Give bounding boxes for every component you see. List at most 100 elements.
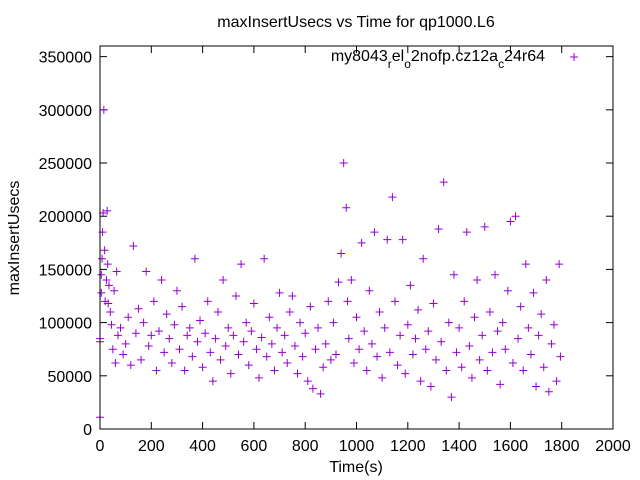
data-point <box>426 382 435 391</box>
data-point <box>396 331 405 340</box>
data-point <box>213 307 222 316</box>
x-tick-label: 1000 <box>339 438 375 455</box>
data-point <box>542 276 551 285</box>
data-point <box>324 297 333 306</box>
data-point <box>378 373 387 382</box>
data-point <box>180 366 189 375</box>
data-point <box>321 339 330 348</box>
data-point <box>403 320 412 329</box>
data-point <box>285 307 294 316</box>
data-point <box>234 350 243 359</box>
data-point <box>107 320 116 329</box>
data-point <box>375 307 384 316</box>
data-point <box>478 331 487 340</box>
data-point <box>447 393 456 402</box>
legend-label: my8043relo2nofp.cz12ac24r64 <box>331 48 545 71</box>
y-tick-label: 50000 <box>48 369 93 386</box>
data-point <box>360 327 369 336</box>
data-point <box>126 361 135 370</box>
data-point <box>326 355 335 364</box>
ticks-layer: 0 50000 100000 150000 200000 250000 300000 3500… <box>39 46 631 455</box>
data-point <box>275 288 284 297</box>
data-point <box>106 307 115 316</box>
data-point <box>190 254 199 263</box>
data-point <box>147 331 156 340</box>
data-point <box>429 299 438 308</box>
data-point <box>301 329 310 338</box>
data-point <box>298 352 307 361</box>
legend: my8043relo2nofp.cz12ac24r64 <box>331 48 578 71</box>
x-tick-label: 2000 <box>595 438 631 455</box>
data-point <box>178 302 187 311</box>
x-tick-label: 1200 <box>390 438 426 455</box>
data-point <box>357 238 366 247</box>
data-point <box>219 276 228 285</box>
data-point <box>129 242 138 251</box>
data-point <box>362 366 371 375</box>
data-point <box>142 267 151 276</box>
data-point <box>104 299 113 308</box>
data-point <box>532 382 541 391</box>
data-point <box>157 276 166 285</box>
legend-text-part: el <box>392 48 404 65</box>
legend-marker-plus <box>570 53 578 61</box>
data-point <box>550 320 559 329</box>
data-point <box>406 281 415 290</box>
data-point <box>314 323 323 332</box>
data-point <box>311 345 320 354</box>
data-point <box>167 359 176 368</box>
x-tick-label: 1800 <box>544 438 580 455</box>
data-point <box>244 361 253 370</box>
data-point <box>296 318 305 327</box>
data-point <box>278 348 287 357</box>
data-point <box>442 366 451 375</box>
y-tick-label: 300000 <box>39 103 92 120</box>
data-point <box>529 288 538 297</box>
data-point <box>491 270 500 279</box>
data-point <box>419 254 428 263</box>
data-point <box>283 359 292 368</box>
y-tick-label: 250000 <box>39 156 92 173</box>
x-axis-title: Time(s) <box>329 459 383 476</box>
data-point <box>124 313 133 322</box>
data-point <box>226 369 235 378</box>
y-tick-label: 350000 <box>39 50 92 67</box>
data-point <box>185 323 194 332</box>
data-point <box>462 228 471 237</box>
data-point <box>416 377 425 386</box>
data-point <box>480 222 489 231</box>
points-layer <box>96 105 565 422</box>
data-point <box>498 318 507 327</box>
data-point <box>265 313 274 322</box>
x-tick-label: 1600 <box>493 438 529 455</box>
data-point <box>555 260 564 269</box>
data-point <box>496 380 505 389</box>
data-point <box>329 318 338 327</box>
data-point <box>511 212 520 221</box>
data-point <box>473 276 482 285</box>
data-point <box>552 377 561 386</box>
data-point <box>272 323 281 332</box>
data-point <box>306 302 315 311</box>
y-tick-label: 200000 <box>39 209 92 226</box>
data-point <box>493 327 502 336</box>
data-point <box>116 323 125 332</box>
data-point <box>280 331 289 340</box>
data-point <box>444 318 453 327</box>
data-point <box>547 339 556 348</box>
data-point <box>119 350 128 359</box>
data-point <box>103 260 112 269</box>
data-point <box>347 276 356 285</box>
data-point <box>102 276 111 285</box>
data-point <box>196 316 205 325</box>
data-point <box>121 339 130 348</box>
x-tick-label: 400 <box>189 438 216 455</box>
data-point <box>193 337 202 346</box>
data-point <box>110 286 119 295</box>
legend-text-part: my8043 <box>331 48 388 65</box>
data-point <box>439 178 448 187</box>
x-tick-label: 800 <box>292 438 319 455</box>
data-point <box>373 352 382 361</box>
